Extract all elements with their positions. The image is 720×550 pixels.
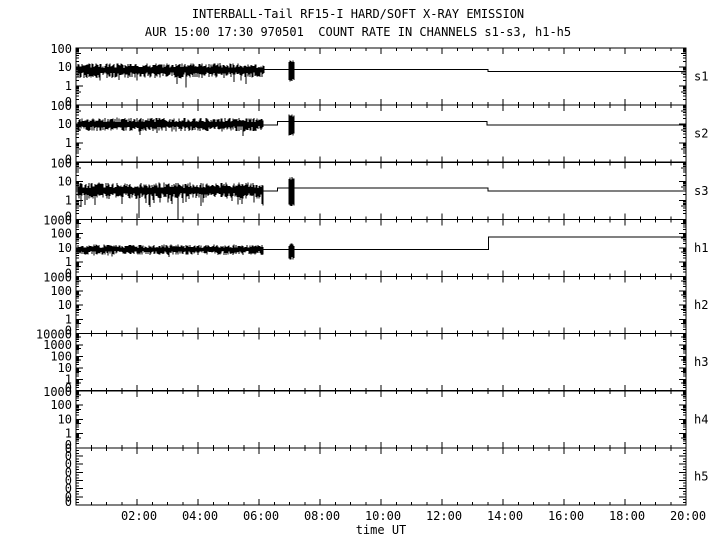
y-tick-label: 1 [65, 312, 72, 326]
chart-subtitle: AUR 15:00 17:30 970501 COUNT RATE IN CHA… [145, 25, 571, 39]
x-axis-title: time UT [356, 523, 407, 537]
y-tick-label: 0 [65, 152, 72, 166]
x-tick-label: 10:00 [365, 509, 401, 523]
x-tick-label: 20:00 [670, 509, 706, 523]
y-tick-label: 10 [58, 60, 72, 74]
y-tick-label: 0 [65, 474, 72, 488]
y-tick-label: 10 [58, 361, 72, 375]
y-tick-label: 10 [58, 241, 72, 255]
channel-label-h2: h2 [694, 298, 708, 312]
y-tick-label: 10 [58, 117, 72, 131]
channel-label-h3: h3 [694, 355, 708, 369]
y-tick-label: 1000 [43, 213, 72, 227]
y-tick-label: 0 [65, 457, 72, 471]
x-tick-label: 02:00 [121, 509, 157, 523]
trace-s3 [77, 177, 686, 220]
x-tick-label: 08:00 [304, 509, 340, 523]
channel-label-h1: h1 [694, 241, 708, 255]
channel-label-s1: s1 [694, 70, 708, 84]
x-axis-labels: 02:00 04:00 06:00 08:00 10:00 12:00 14:00 16:00… [121, 509, 706, 523]
y-tick-label: 1000 [43, 385, 72, 399]
trace-h1 [77, 236, 686, 260]
x-tick-label: 06:00 [243, 509, 279, 523]
axis-ticks [76, 218, 686, 277]
y-tick-label: 0 [65, 482, 72, 496]
y-tick-label: 100 [50, 99, 72, 113]
y-tick-label: 100 [50, 227, 72, 241]
axis-ticks [76, 333, 686, 392]
chart-title: INTERBALL-Tail RF15-I HARD/SOFT X-RAY EM… [192, 7, 524, 21]
panel-frame [75, 104, 687, 163]
y-tick-label: 0 [65, 267, 72, 281]
axis-ticks [76, 276, 686, 335]
trace-s1 [77, 60, 686, 88]
channel-label-h5: h5 [694, 469, 708, 483]
y-tick-label: 1000 [43, 338, 72, 352]
axis-ticks [76, 47, 686, 106]
y-tick-label: 100 [50, 398, 72, 412]
y-tick-label: 0 [65, 381, 72, 395]
y-tick-label: 0 [65, 209, 72, 223]
y-tick-label: 100 [50, 42, 72, 56]
y-tick-label: 0 [65, 438, 72, 452]
panel-frame [75, 390, 687, 449]
y-tick-label: 10000 [36, 328, 72, 342]
y-tick-label: 0 [65, 465, 72, 479]
y-tick-label: 100 [50, 350, 72, 364]
axis-ticks [76, 447, 686, 506]
axis-ticks [76, 104, 686, 163]
panel-frame [75, 447, 687, 506]
panel-frame [75, 333, 687, 392]
y-tick-label: 1000 [43, 271, 72, 285]
y-tick-label: 1 [65, 79, 72, 93]
channel-label-s2: s2 [694, 127, 708, 141]
x-tick-label: 16:00 [548, 509, 584, 523]
panel-frame [75, 47, 687, 106]
y-tick-label: 10 [58, 298, 72, 312]
y-tick-label: 100 [50, 156, 72, 170]
trace-s2 [77, 114, 686, 136]
x-tick-label: 18:00 [609, 509, 645, 523]
y-tick-label: 100 [50, 284, 72, 298]
plot-panels: 1001010s11001010s21001010s310001001010h1… [36, 42, 709, 523]
y-tick-label: 0 [65, 95, 72, 109]
y-tick-label: 0 [65, 490, 72, 504]
x-tick-label: 12:00 [426, 509, 462, 523]
y-tick-label: 0 [65, 442, 72, 456]
y-tick-label: 1 [65, 427, 72, 441]
y-tick-label: 10 [58, 412, 72, 426]
y-tick-label: 1 [65, 136, 72, 150]
y-tick-label: 0 [65, 449, 72, 463]
y-tick-label: 1 [65, 255, 72, 269]
channel-label-h4: h4 [694, 412, 708, 426]
channel-label-s3: s3 [694, 184, 708, 198]
x-tick-label: 14:00 [487, 509, 523, 523]
y-tick-label: 0 [65, 324, 72, 338]
axis-ticks [76, 390, 686, 449]
y-tick-label: 1 [65, 193, 72, 207]
y-tick-label: 10 [58, 174, 72, 188]
panel-frame [75, 276, 687, 335]
y-tick-label: 1 [65, 372, 72, 386]
y-tick-label: 0 [65, 495, 72, 509]
x-tick-label: 04:00 [182, 509, 218, 523]
